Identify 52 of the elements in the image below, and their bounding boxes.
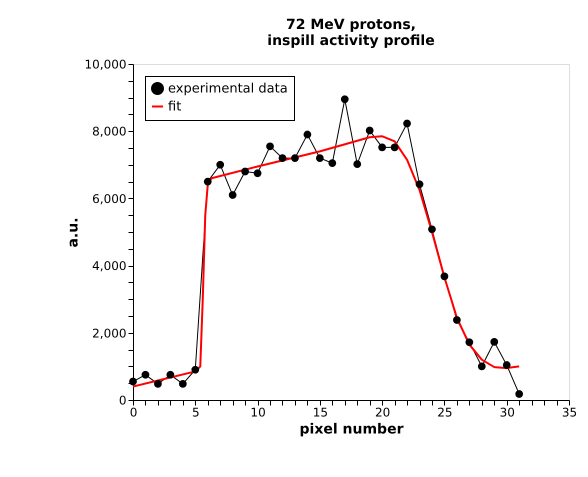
y-tick-label: 4,000 xyxy=(92,259,126,274)
y-tick-label: 10,000 xyxy=(84,58,126,72)
point xyxy=(453,316,461,324)
x-tick-label: 30 xyxy=(500,406,515,420)
point xyxy=(266,142,274,150)
point xyxy=(291,154,299,162)
point xyxy=(178,380,187,388)
point xyxy=(328,159,336,167)
point xyxy=(378,143,386,152)
point xyxy=(278,154,286,162)
point xyxy=(515,390,524,398)
legend-label: experimental data xyxy=(168,82,288,96)
point xyxy=(340,95,349,104)
point xyxy=(142,370,150,379)
point xyxy=(304,130,312,138)
point xyxy=(154,380,162,388)
point xyxy=(465,338,474,346)
x-tick-label: 25 xyxy=(437,406,453,420)
point xyxy=(353,160,362,168)
y-tick-label: 6,000 xyxy=(92,192,126,206)
x-tick-label: 10 xyxy=(250,406,266,420)
line-series xyxy=(132,135,520,388)
x-tick-label: 20 xyxy=(375,406,390,420)
point xyxy=(191,366,200,374)
x-tick-label: 35 xyxy=(562,406,578,420)
x-tick-label: 5 xyxy=(192,406,200,420)
point xyxy=(204,178,212,186)
text: inspill activity profile xyxy=(267,33,435,49)
point xyxy=(428,225,436,234)
x-axis-title: pixel number xyxy=(300,422,404,438)
point xyxy=(440,272,448,280)
point xyxy=(166,370,174,379)
point xyxy=(216,160,224,169)
y-tick-label: 0 xyxy=(118,394,126,408)
point xyxy=(416,180,424,188)
legend-label: fit xyxy=(168,100,182,114)
point xyxy=(228,191,237,199)
point xyxy=(254,169,262,178)
y-tick-label: 8,000 xyxy=(92,124,126,139)
point xyxy=(490,338,498,346)
point xyxy=(390,143,398,152)
point xyxy=(316,154,324,162)
point xyxy=(366,126,374,134)
point xyxy=(502,361,511,369)
x-tick-label: 0 xyxy=(130,406,138,420)
y-axis-title: a.u. xyxy=(66,217,82,248)
point xyxy=(241,168,249,176)
point xyxy=(403,120,411,128)
text: 72 MeV protons, xyxy=(286,17,416,33)
y-tick-label: 2,000 xyxy=(92,326,126,340)
point xyxy=(478,362,486,370)
x-tick-label: 15 xyxy=(312,406,328,420)
